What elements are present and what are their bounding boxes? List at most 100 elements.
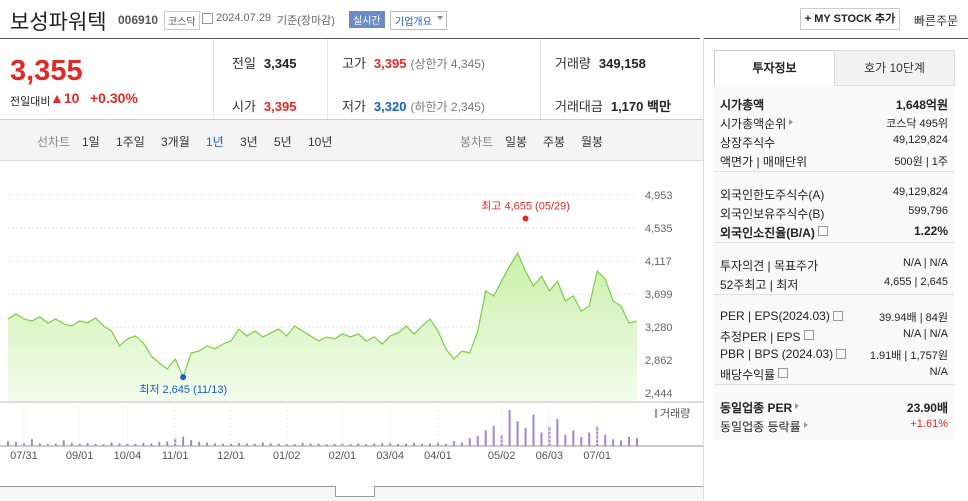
divider bbox=[540, 39, 541, 119]
help-icon[interactable] bbox=[818, 226, 828, 236]
quick-order[interactable]: 빠른주문 bbox=[914, 14, 959, 28]
period-tab[interactable]: 5년 bbox=[274, 135, 292, 149]
side-tab[interactable]: 투자정보 bbox=[714, 50, 835, 85]
volume-bar bbox=[237, 443, 240, 446]
side-label: PER | EPS(2024.03) bbox=[720, 309, 830, 323]
volume-bar bbox=[349, 443, 352, 446]
volume-bar bbox=[413, 442, 416, 446]
period-tab[interactable]: 3년 bbox=[240, 135, 258, 149]
side-divider bbox=[714, 294, 954, 295]
summary-value: 3,395 bbox=[263, 99, 297, 114]
volume-bar bbox=[126, 443, 129, 446]
volume-bar bbox=[397, 443, 400, 446]
volume-bar bbox=[325, 444, 328, 446]
volume-bar bbox=[444, 443, 447, 446]
period-bar: 선차트 1일 1주일 3개월 1년 3년 5년 10년 봉차트 일봉 주봉 월봉 bbox=[0, 120, 703, 161]
volume-bar bbox=[309, 443, 312, 446]
summary-label: 저가 bbox=[342, 99, 366, 114]
volume-bar bbox=[588, 432, 591, 446]
candle-tab[interactable]: 일봉 bbox=[505, 135, 528, 149]
volume-bar bbox=[134, 443, 137, 446]
change-label: 전일대비 bbox=[10, 96, 51, 108]
volume-bar bbox=[78, 443, 81, 446]
summary-item: 거래량 349,158 bbox=[555, 53, 646, 72]
extreme-label: 최고 4,655 (05/29) bbox=[481, 200, 570, 213]
side-label: 동일업종 PER bbox=[720, 401, 793, 415]
volume-bar bbox=[405, 443, 408, 446]
price-chart: 4,953 4,535 4,117 3,699 3,280 2,862 2,444 최고 4,… bbox=[0, 190, 703, 462]
side-divider bbox=[714, 242, 954, 243]
help-icon[interactable] bbox=[836, 349, 846, 359]
volume-legend: 거래량 bbox=[660, 407, 690, 420]
realtime-badge[interactable]: 실시간 bbox=[349, 11, 385, 28]
volume-bar bbox=[118, 443, 121, 446]
volume-bar bbox=[86, 443, 89, 446]
volume-bar bbox=[22, 442, 25, 446]
volume-bar bbox=[532, 414, 535, 446]
volume-bar bbox=[214, 443, 217, 446]
volume-bar bbox=[94, 443, 97, 446]
help-icon[interactable] bbox=[778, 368, 788, 378]
summary-item: 거래대금 1,170 백만 bbox=[555, 96, 671, 115]
volume-bar bbox=[253, 443, 256, 446]
side-label: 상장주식수 bbox=[720, 136, 776, 150]
my-stock-button[interactable]: + MY STOCK 추가 bbox=[800, 8, 900, 30]
period-tab[interactable]: 1일 bbox=[82, 135, 100, 149]
volume-bar bbox=[500, 434, 503, 446]
side-label: 동일업종 등락률 bbox=[720, 420, 801, 434]
stock-code: 006910 bbox=[118, 13, 159, 27]
dropdown-arrow bbox=[436, 16, 443, 23]
volume-bar bbox=[46, 443, 49, 446]
side-label: 시가총액 bbox=[720, 98, 765, 112]
side-label: 투자의견 | 목표주가 bbox=[720, 259, 819, 273]
period-tab[interactable]: 1년 bbox=[206, 135, 224, 149]
y-tick-label: 3,280 bbox=[645, 322, 673, 334]
side-label: PBR | BPS (2024.03) bbox=[720, 347, 834, 361]
period-tab[interactable]: 10년 bbox=[308, 135, 333, 149]
side-value: 49,129,824 bbox=[892, 186, 948, 198]
overview-button[interactable]: 기업개요 bbox=[390, 11, 447, 30]
help-icon[interactable] bbox=[804, 330, 814, 340]
period-label: 선차트 bbox=[37, 135, 71, 149]
y-tick-label: 4,535 bbox=[645, 223, 673, 235]
arrow-icon bbox=[795, 403, 802, 409]
volume-bar bbox=[421, 443, 424, 446]
x-tick-label: 01/02 bbox=[273, 450, 301, 462]
volume-bar bbox=[54, 443, 57, 446]
side-tab[interactable]: 호가 10단계 bbox=[834, 50, 955, 86]
y-tick-label: 2,862 bbox=[645, 355, 673, 367]
volume-bar bbox=[277, 443, 280, 446]
main-right-border bbox=[703, 38, 704, 500]
volume-bar bbox=[142, 442, 145, 446]
period-tab[interactable]: 3개월 bbox=[161, 135, 190, 149]
volume-bar bbox=[301, 442, 304, 446]
side-value: N/A | N/A bbox=[902, 257, 948, 269]
summary-value: 3,345 bbox=[263, 56, 297, 71]
side-divider bbox=[714, 384, 954, 385]
y-tick-label: 4,117 bbox=[645, 256, 672, 268]
collapse-button[interactable] bbox=[335, 486, 375, 497]
volume-bar bbox=[62, 440, 65, 446]
summary-bottom-line bbox=[0, 119, 703, 120]
candle-tab[interactable]: 주봉 bbox=[543, 135, 566, 149]
side-value: 49,129,824 bbox=[892, 134, 948, 146]
volume-bar bbox=[484, 430, 487, 446]
summary-label: 시가 bbox=[232, 99, 256, 114]
side-label: 외국인한도주식수(A) bbox=[720, 188, 825, 202]
summary-label: 고가 bbox=[342, 56, 366, 71]
volume-bar bbox=[357, 443, 360, 446]
volume-bar bbox=[492, 425, 495, 446]
volume-bar bbox=[612, 439, 615, 446]
x-tick-label: 07/01 bbox=[583, 450, 611, 462]
help-icon[interactable] bbox=[833, 311, 843, 321]
volume-bar bbox=[269, 443, 272, 446]
date: 2024.07.29 bbox=[216, 12, 272, 24]
volume-bar bbox=[333, 443, 336, 446]
candle-tab[interactable]: 월봉 bbox=[581, 135, 604, 149]
volume-bar bbox=[636, 438, 638, 446]
y-tick-label: 2,444 bbox=[645, 388, 673, 400]
volume-bar bbox=[604, 434, 607, 446]
volume-bar bbox=[221, 443, 224, 446]
period-tab[interactable]: 1주일 bbox=[116, 135, 145, 149]
volume-bar bbox=[206, 442, 209, 446]
